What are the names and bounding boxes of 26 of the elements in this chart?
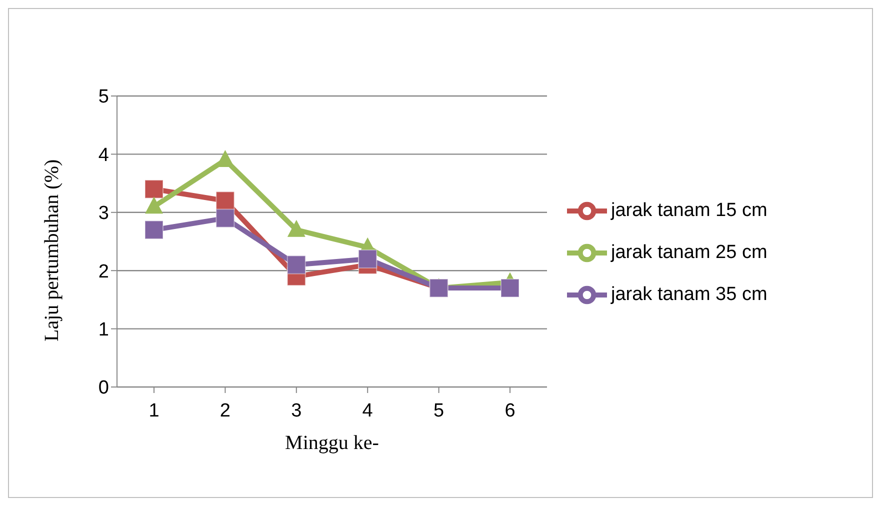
y-tick-label: 2 [98, 261, 109, 282]
x-tick-label: 5 [434, 400, 444, 422]
y-tick-label: 1 [98, 320, 109, 341]
y-tick-label: 4 [98, 144, 110, 166]
x-tick-label: 1 [148, 400, 160, 422]
x-tick-label: 4 [362, 400, 374, 422]
x-tick-label: 2 [220, 400, 230, 422]
legend-label: jarak tanam 15 cm [611, 200, 768, 221]
point [144, 180, 164, 199]
point [145, 196, 163, 214]
legend-label: jarak tanam 25 cm [611, 242, 768, 263]
point [286, 255, 306, 274]
x-axis-title: Minggu ke- [285, 432, 379, 454]
y-tick-label: 0 [98, 378, 109, 399]
point [216, 191, 235, 210]
point [500, 278, 520, 298]
point [144, 220, 164, 240]
point [287, 220, 306, 237]
x-tick-label: 3 [291, 400, 302, 422]
y-axis-title: Laju pertumbuhan (%) [41, 159, 64, 342]
point [216, 208, 235, 228]
x-tick-label: 6 [504, 400, 516, 422]
y-tick-label: 3 [98, 203, 109, 224]
point [358, 249, 378, 268]
y-tick-label: 5 [98, 86, 109, 108]
legend-label: jarak tanam 35 cm [611, 284, 768, 305]
